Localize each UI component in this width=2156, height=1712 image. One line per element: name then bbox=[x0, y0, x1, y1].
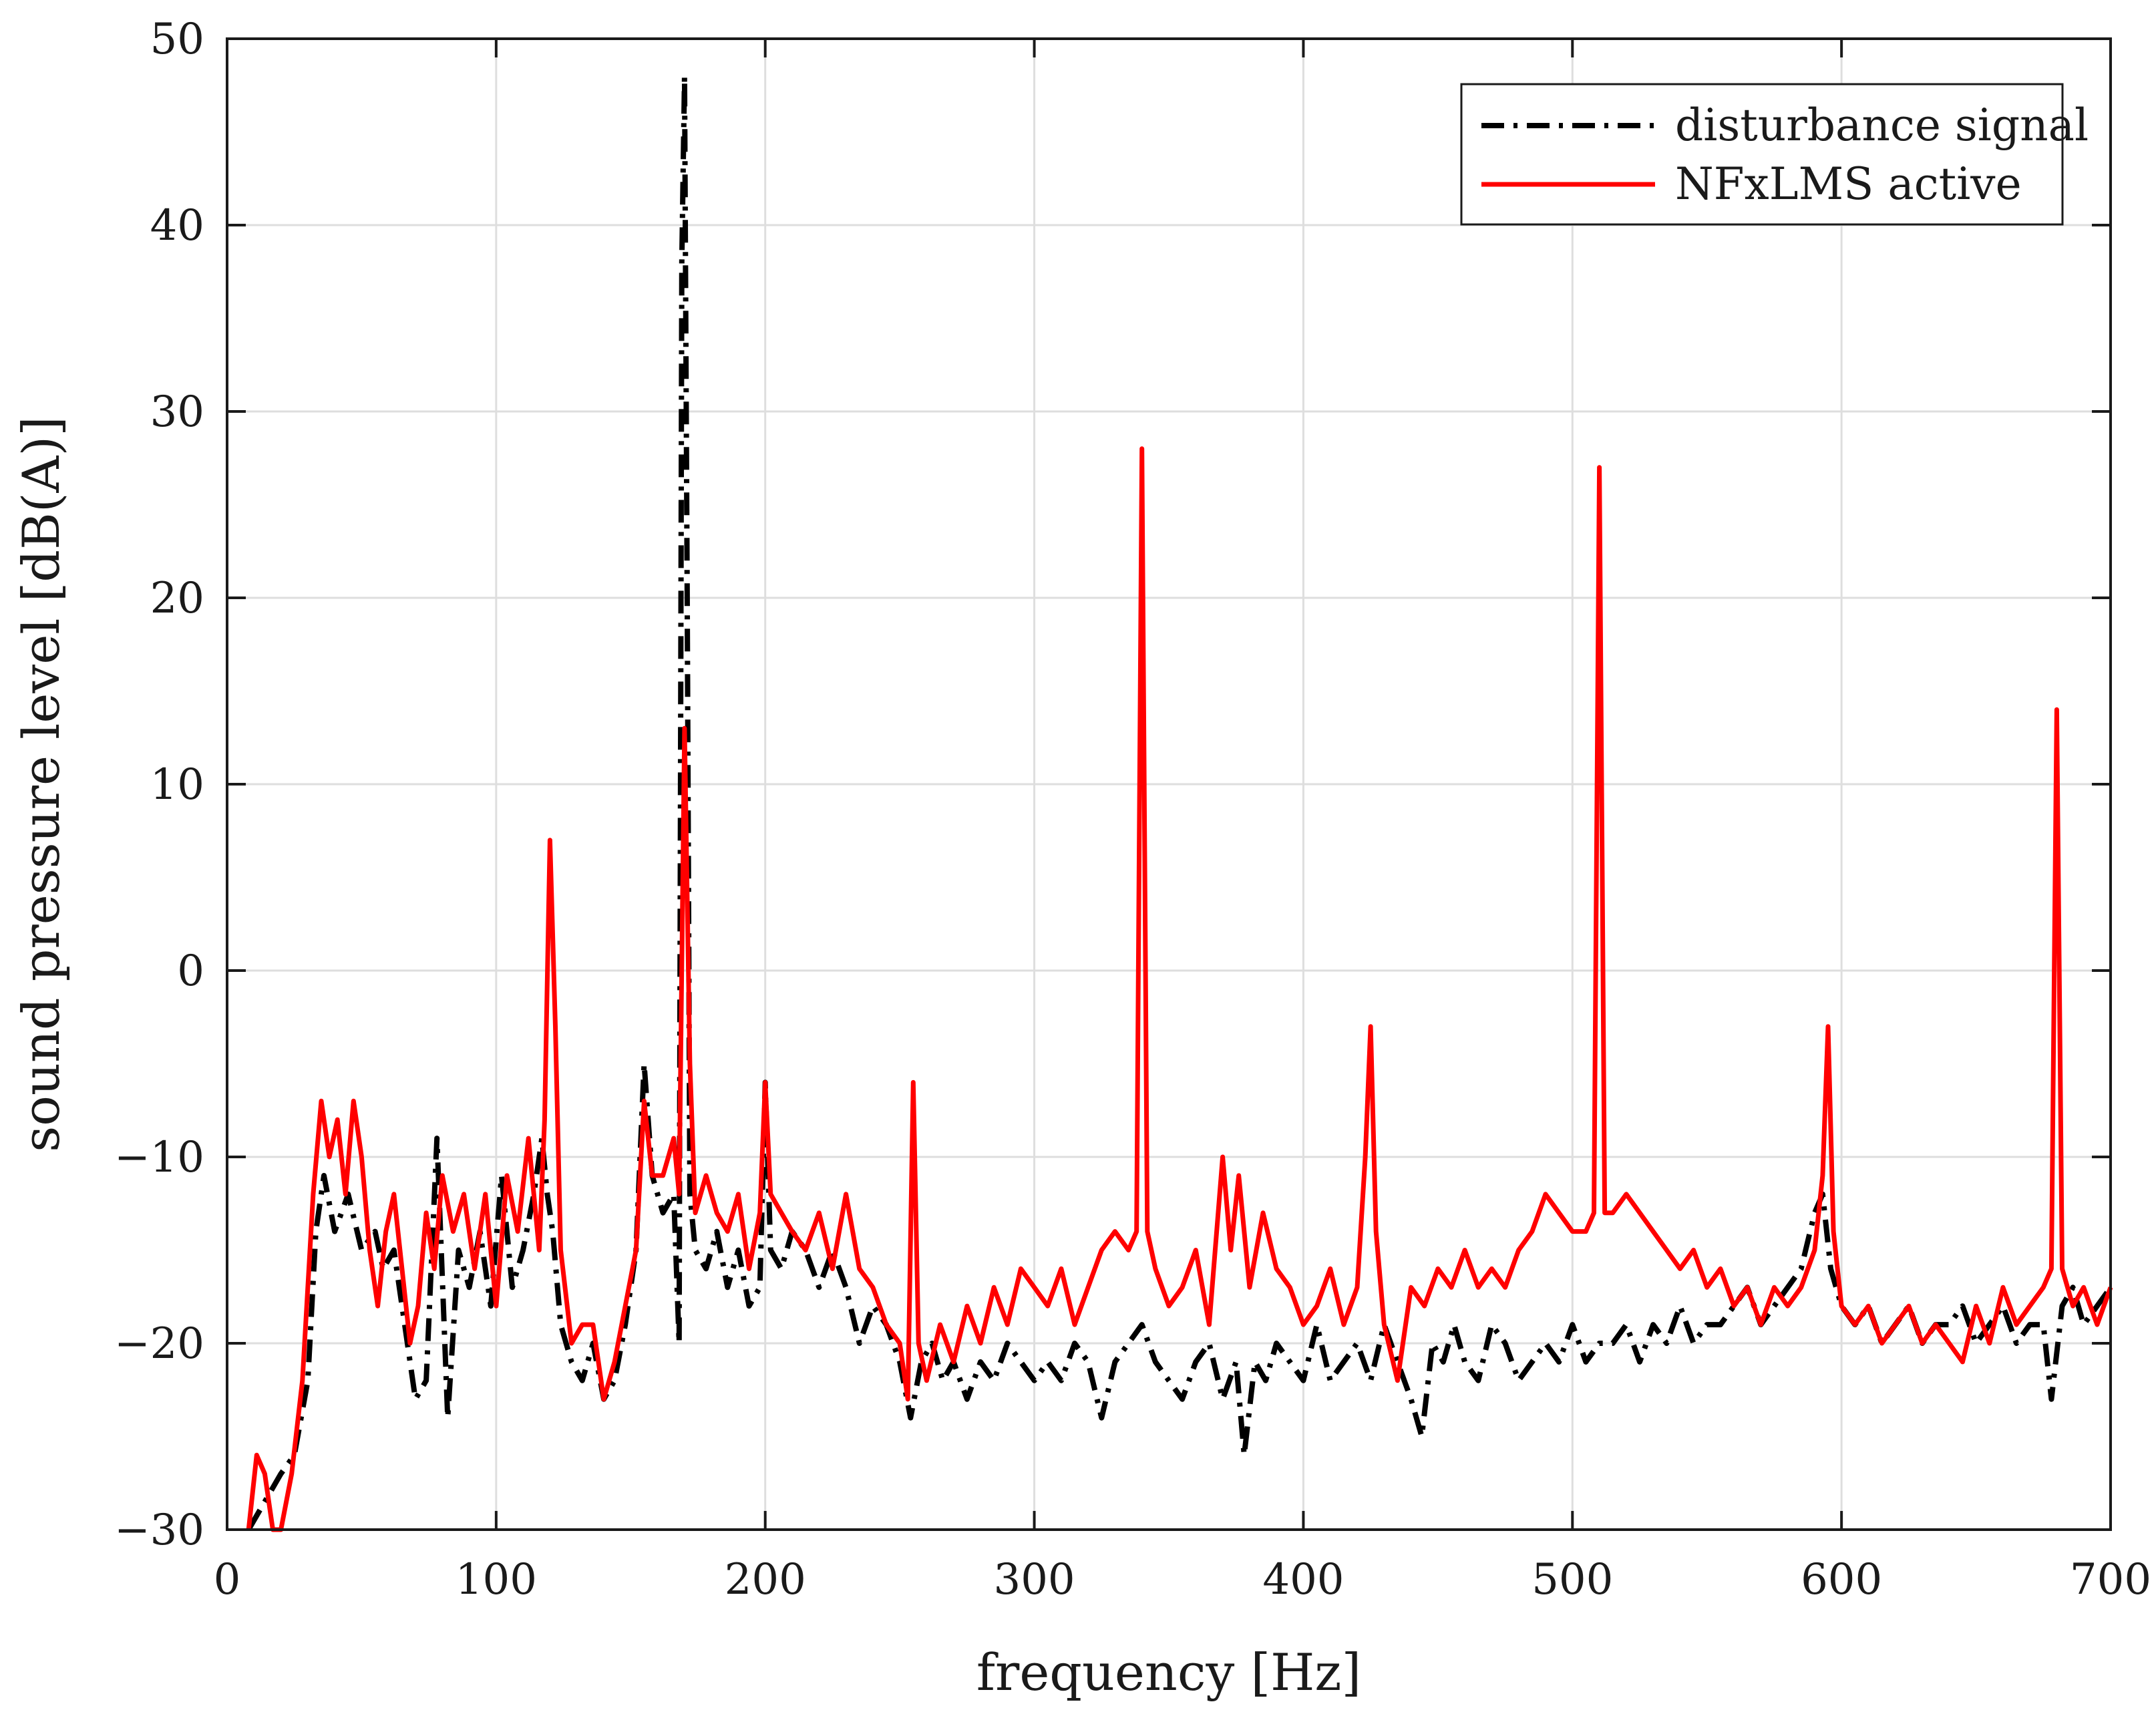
y-tick-labels: −30 −20 −10 0 10 20 30 40 50 bbox=[114, 15, 204, 1555]
y-tick-label: 40 bbox=[150, 201, 204, 250]
x-tick-label: 200 bbox=[725, 1555, 806, 1604]
y-tick-label: 0 bbox=[177, 947, 204, 996]
x-axis-label: frequency [Hz] bbox=[976, 1643, 1361, 1702]
y-tick-label: −10 bbox=[114, 1133, 204, 1182]
x-tick-label: 600 bbox=[1801, 1555, 1882, 1604]
legend-box bbox=[1460, 83, 2064, 226]
x-tick-label: 700 bbox=[2070, 1555, 2151, 1604]
series-layer bbox=[246, 73, 2113, 1532]
x-tick-labels: 0 100 200 300 400 500 600 700 bbox=[214, 1555, 2151, 1604]
legend: disturbance signal NFxLMS active bbox=[1460, 83, 2089, 226]
y-tick-label: 20 bbox=[150, 574, 204, 623]
x-tick-label: 300 bbox=[993, 1555, 1075, 1604]
y-tick-label: −20 bbox=[114, 1319, 204, 1369]
y-axis-label: sound pressure level [dB(A)] bbox=[11, 416, 71, 1152]
x-tick-label: 400 bbox=[1262, 1555, 1344, 1604]
series-line-nfxlms bbox=[246, 446, 2113, 1532]
y-tick-label: 50 bbox=[150, 15, 204, 64]
y-tick-label: 10 bbox=[150, 760, 204, 810]
axis-ticks bbox=[226, 37, 2112, 1531]
x-tick-label: 100 bbox=[456, 1555, 537, 1604]
series-line-disturbance bbox=[246, 73, 2113, 1531]
y-tick-label: 30 bbox=[150, 387, 204, 437]
legend-label-disturbance: disturbance signal bbox=[1675, 100, 2089, 151]
x-tick-label: 500 bbox=[1532, 1555, 1613, 1604]
legend-label-nfxlms: NFxLMS active bbox=[1675, 158, 2022, 210]
x-tick-label: 0 bbox=[214, 1555, 241, 1604]
y-tick-label: −30 bbox=[114, 1506, 204, 1555]
